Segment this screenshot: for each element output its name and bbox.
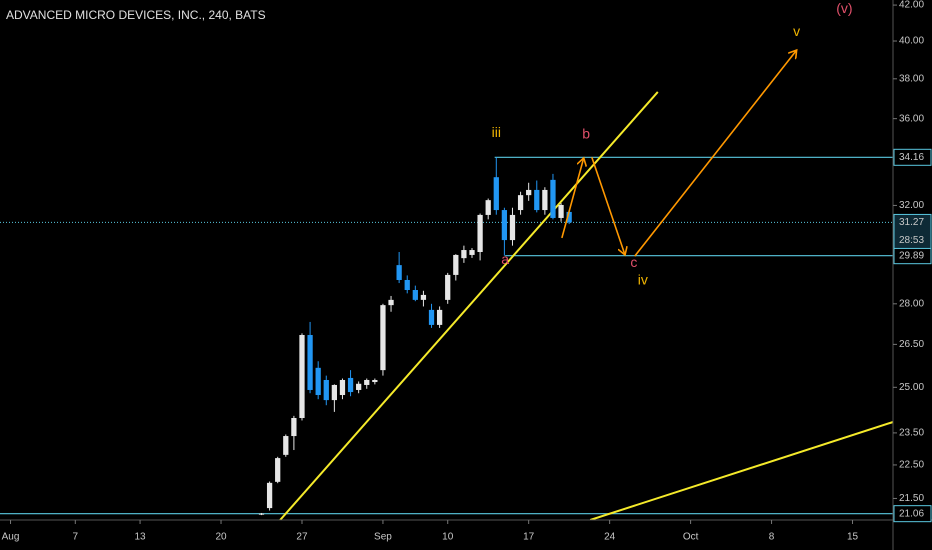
y-tick-label: 25.00 <box>899 382 924 393</box>
x-tick-label: Oct <box>683 532 699 543</box>
wave-label: iii <box>492 124 501 140</box>
y-tick-label: 26.50 <box>899 339 924 350</box>
candle-body <box>315 367 321 396</box>
candle-body <box>307 334 313 390</box>
candle-body <box>445 274 451 300</box>
wave-label: a <box>501 251 509 267</box>
x-tick-label: 15 <box>847 532 859 543</box>
level-label: 34.16 <box>899 152 924 163</box>
candle-body <box>404 279 410 290</box>
candle-body <box>428 309 435 325</box>
candle-body <box>477 214 483 252</box>
candle-body <box>461 250 467 259</box>
x-tick-label: Aug <box>2 532 20 543</box>
candle-body <box>501 210 508 241</box>
wave-arrow <box>634 50 797 257</box>
y-tick-label: 21.50 <box>899 493 924 504</box>
wave-arrow <box>561 158 584 239</box>
level-label-box <box>893 505 932 523</box>
candle-body <box>509 214 516 241</box>
wave-label: b <box>582 126 590 142</box>
candle-body <box>388 299 394 306</box>
candle-body <box>517 195 524 211</box>
level-label-box <box>893 148 932 166</box>
wave-label: c <box>630 254 637 270</box>
candle-body <box>493 177 499 211</box>
chart-title: ADVANCED MICRO DEVICES, INC., 240, BATS <box>6 8 266 22</box>
last-price-box <box>893 213 932 249</box>
candle-body <box>258 513 265 515</box>
candle-body <box>550 179 556 218</box>
candle-body <box>420 294 427 300</box>
candle-body <box>339 379 346 396</box>
y-tick-label: 42.00 <box>899 0 924 11</box>
y-tick-label: 23.50 <box>899 428 924 439</box>
y-tick-label: 36.00 <box>899 113 924 124</box>
countdown-label: 28:53 <box>899 235 924 246</box>
x-tick-label: 7 <box>73 532 79 543</box>
candle-body <box>364 379 370 385</box>
x-tick-label: 24 <box>604 532 616 543</box>
candle-body <box>485 200 491 215</box>
wave-label: (v) <box>836 0 852 16</box>
y-tick-label: 38.00 <box>899 73 924 84</box>
x-tick-label: 20 <box>215 532 227 543</box>
candle-body <box>347 377 354 393</box>
wave-label: v <box>793 23 800 39</box>
candle-body <box>299 334 305 419</box>
last-price-label: 31.27 <box>899 217 924 228</box>
y-tick-label: 32.00 <box>899 200 924 211</box>
candle-body <box>396 265 402 280</box>
x-tick-label: 13 <box>135 532 147 543</box>
plot-area: iii a b civ v (v) <box>0 0 893 520</box>
candle-body <box>380 305 386 371</box>
x-tick-label: 27 <box>296 532 308 543</box>
candle-body <box>356 383 362 390</box>
x-tick-label: 17 <box>523 532 535 543</box>
candle-body <box>372 379 378 383</box>
candle-body <box>453 254 459 275</box>
candle-body <box>436 309 443 325</box>
candle-body <box>558 204 564 218</box>
trendline <box>279 91 659 520</box>
candle-body <box>323 379 329 401</box>
candle-body <box>542 189 548 211</box>
candle-body <box>275 458 281 482</box>
y-tick-label: 28.00 <box>899 298 924 309</box>
wave-arrow <box>591 157 625 255</box>
level-label: 21.06 <box>899 508 924 519</box>
wave-label: iv <box>638 272 648 288</box>
x-tick-label: Sep <box>374 532 392 543</box>
candle-body <box>283 436 289 455</box>
x-tick-label: 10 <box>442 532 454 543</box>
trendline <box>589 421 893 520</box>
y-tick-label: 22.50 <box>899 460 924 471</box>
candle-body <box>266 482 273 509</box>
level-label: 29.89 <box>899 250 924 261</box>
candle-body <box>534 189 540 211</box>
candle-body <box>566 211 572 223</box>
y-tick-label: 40.00 <box>899 36 924 47</box>
candle-body <box>331 384 338 401</box>
candle-body <box>469 250 475 255</box>
candle-body <box>412 289 418 300</box>
candle-body <box>526 189 532 196</box>
x-tick-label: 8 <box>769 532 775 543</box>
candle-body <box>291 418 297 437</box>
